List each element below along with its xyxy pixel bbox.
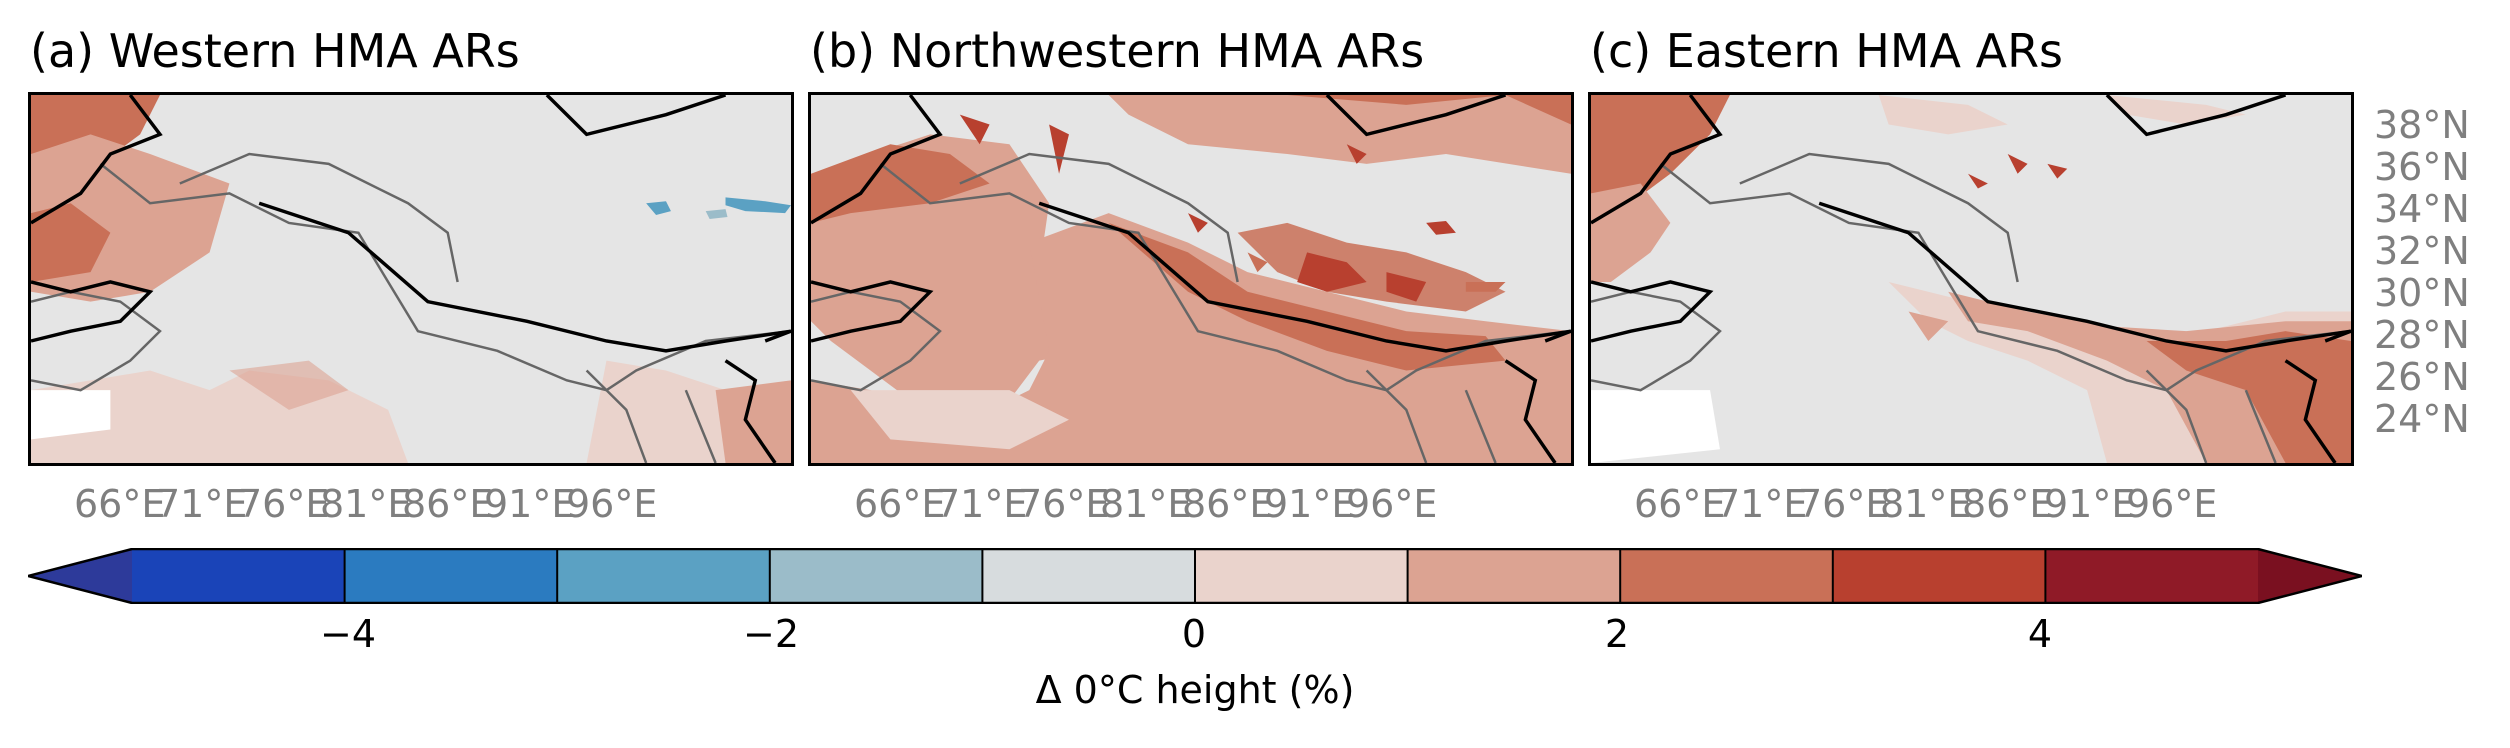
- lat-tick: 24°N: [2374, 397, 2470, 441]
- lon-tick: 96°E: [566, 482, 658, 526]
- lat-tick: 38°N: [2374, 103, 2470, 147]
- colorbar-bin: [1620, 549, 1833, 603]
- lon-tick: 86°E: [1962, 482, 2054, 526]
- lon-tick: 66°E: [74, 482, 166, 526]
- map-b-field: [811, 95, 1571, 463]
- colorbar-tick-label: −4: [319, 612, 377, 656]
- panel-a-title: (a) Western HMA ARs: [30, 24, 520, 78]
- colorbar-bin: [982, 549, 1195, 603]
- colorbar-outline: [28, 548, 2362, 604]
- map-a-field: [31, 95, 791, 463]
- lat-ticks: 38°N 36°N 34°N 32°N 30°N 28°N 26°N 24°N: [2374, 104, 2470, 440]
- panel-b-title: (b) Northwestern HMA ARs: [810, 24, 1425, 78]
- colorbar-tick-label: 4: [2027, 612, 2053, 656]
- map-panel-a: [28, 92, 794, 466]
- lon-tick: 71°E: [936, 482, 1028, 526]
- lon-ticks-a: 66°E 71°E 76°E 81°E 86°E 91°E 96°E: [74, 482, 658, 526]
- lon-tick: 66°E: [1634, 482, 1726, 526]
- lat-tick: 36°N: [2374, 145, 2470, 189]
- colorbar-bin: [132, 549, 345, 603]
- colorbar-bin: [1832, 549, 2046, 603]
- map-c-field: [1591, 95, 2351, 463]
- colorbar-extend-under: [28, 549, 132, 603]
- lat-tick: 30°N: [2374, 271, 2470, 315]
- lat-tick: 28°N: [2374, 313, 2470, 357]
- colorbar-bin: [344, 549, 558, 603]
- lon-tick: 71°E: [1716, 482, 1808, 526]
- colorbar-tick-label: −2: [742, 612, 800, 656]
- colorbar-bin: [769, 549, 983, 603]
- lat-tick: 26°N: [2374, 355, 2470, 399]
- map-panel-b: [808, 92, 1574, 466]
- lon-tick: 81°E: [1100, 482, 1192, 526]
- lon-tick: 86°E: [1182, 482, 1274, 526]
- lon-tick: 91°E: [2044, 482, 2136, 526]
- colorbar-bin: [557, 549, 770, 603]
- lon-tick: 66°E: [854, 482, 946, 526]
- lon-tick: 76°E: [238, 482, 330, 526]
- colorbar-bin: [1407, 549, 1621, 603]
- colorbar-label: Δ 0°C height (%): [1035, 668, 1355, 712]
- panel-c-title: (c) Eastern HMA ARs: [1590, 24, 2064, 78]
- colorbar-tick-label: 2: [1604, 612, 1630, 656]
- colorbar-bin: [1195, 549, 1408, 603]
- colorbar-tick-label: 0: [1181, 612, 1207, 656]
- lat-tick: 32°N: [2374, 229, 2470, 273]
- lon-tick: 71°E: [156, 482, 248, 526]
- map-panel-c: [1588, 92, 2354, 466]
- lon-tick: 96°E: [2126, 482, 2218, 526]
- lon-tick: 91°E: [1264, 482, 1356, 526]
- colorbar: [28, 548, 2362, 604]
- lon-tick: 81°E: [320, 482, 412, 526]
- lon-tick: 86°E: [402, 482, 494, 526]
- lon-ticks-c: 66°E 71°E 76°E 81°E 86°E 91°E 96°E: [1634, 482, 2218, 526]
- lon-tick: 76°E: [1018, 482, 1110, 526]
- lon-tick: 76°E: [1798, 482, 1890, 526]
- lon-tick: 91°E: [484, 482, 576, 526]
- lat-tick: 34°N: [2374, 187, 2470, 231]
- colorbar-extend-over: [2258, 549, 2362, 603]
- lon-ticks-b: 66°E 71°E 76°E 81°E 86°E 91°E 96°E: [854, 482, 1438, 526]
- lon-tick: 96°E: [1346, 482, 1438, 526]
- colorbar-bin: [2045, 549, 2258, 603]
- lon-tick: 81°E: [1880, 482, 1972, 526]
